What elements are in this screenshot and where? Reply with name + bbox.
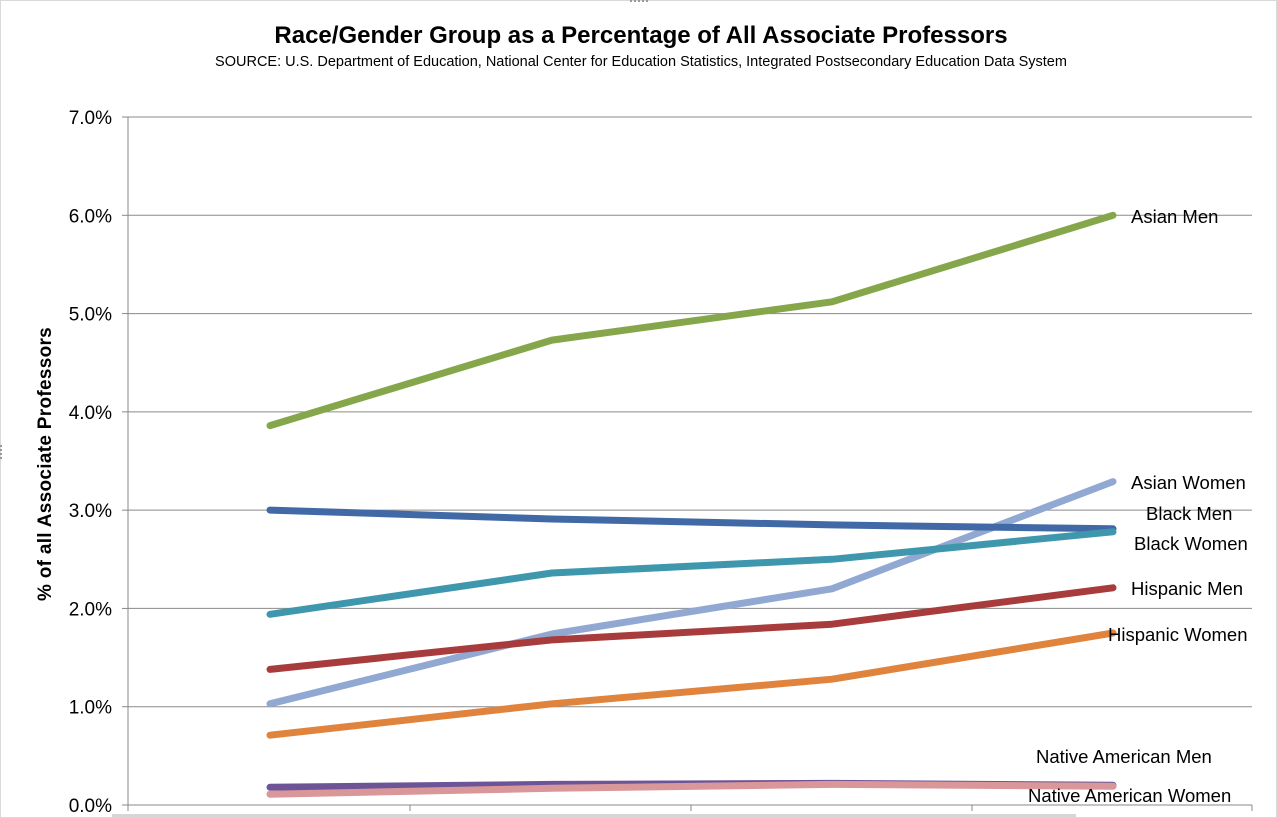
series-line-hispanic-women: [266, 629, 1117, 739]
series-label-hispanic-men: Hispanic Men: [1131, 578, 1243, 599]
y-tick-label: 3.0%: [69, 501, 112, 522]
y-tick-label: 1.0%: [69, 698, 112, 719]
y-tick-label: 4.0%: [69, 403, 112, 424]
resize-handle-left[interactable]: [0, 445, 6, 459]
series-label-asian-women: Asian Women: [1131, 472, 1246, 493]
series-line-black-men: [266, 506, 1117, 533]
y-tick-label: 7.0%: [69, 108, 112, 129]
resize-handle-top[interactable]: [630, 0, 648, 6]
series-label-hispanic-women: Hispanic Women: [1108, 624, 1248, 645]
y-tick-label: 6.0%: [69, 206, 112, 227]
series-label-black-men: Black Men: [1146, 503, 1232, 524]
series-line-hispanic-men: [266, 584, 1117, 673]
series-line-asian-women: [266, 478, 1117, 708]
series-line-native-american-women: [266, 780, 1117, 798]
horizontal-scrollbar[interactable]: [112, 814, 1076, 818]
series-line-asian-men: [266, 211, 1117, 430]
y-tick-label: 5.0%: [69, 305, 112, 326]
y-tick-label: 2.0%: [69, 599, 112, 620]
chart-subtitle: SOURCE: U.S. Department of Education, Na…: [215, 54, 1067, 70]
y-tick-label: 0.0%: [69, 796, 112, 817]
series-label-native-american-women: Native American Women: [1028, 785, 1231, 806]
series-label-black-women: Black Women: [1134, 533, 1248, 554]
chart-title: Race/Gender Group as a Percentage of All…: [274, 22, 1008, 49]
gridlines: [128, 116, 1252, 806]
series-lines: [266, 211, 1117, 798]
series-label-asian-men: Asian Men: [1131, 206, 1218, 227]
axes: [122, 116, 1253, 811]
y-tick-labels: 0.0% 1.0% 2.0% 3.0% 4.0% 5.0% 6.0% 7.0%: [69, 108, 112, 817]
series-label-native-american-men: Native American Men: [1036, 746, 1212, 767]
series-line-black-women: [266, 528, 1117, 618]
series-labels: Asian Men Asian Women Black Men Black Women…: [1028, 206, 1248, 806]
